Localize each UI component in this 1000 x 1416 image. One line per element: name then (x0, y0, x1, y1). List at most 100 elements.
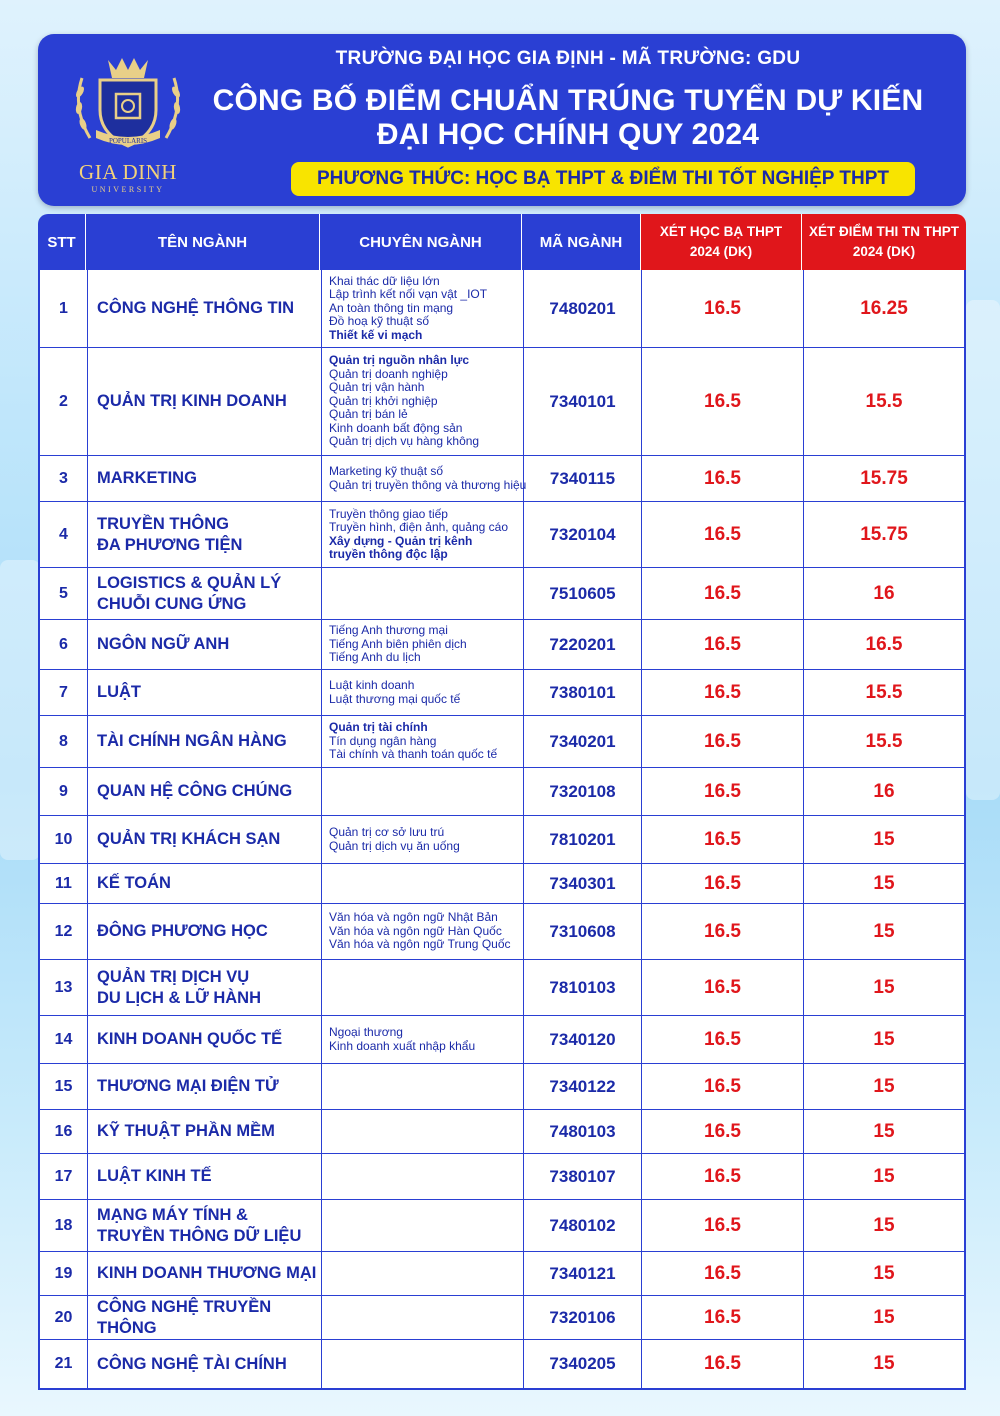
specialization-item: Luật thương mại quốc tế (329, 691, 461, 706)
score-exam: 16 (873, 780, 895, 802)
table-row: 12 ĐÔNG PHƯƠNG HỌC Văn hóa và ngôn ngữ Nhậ… (40, 904, 964, 960)
specializations: Marketing kỹ thuật số Quản trị truyền thô… (322, 456, 526, 501)
score-transcript: 16.5 (642, 270, 804, 347)
score-transcript: 16.5 (642, 568, 804, 619)
specializations (322, 1154, 524, 1199)
major-code: 7810201 (524, 816, 642, 863)
score-exam: 15.75 (860, 467, 908, 489)
specialization-item: Văn hóa và ngôn ngữ Nhật Bản (329, 910, 498, 925)
specialization-item: Ngoại thương (329, 1025, 403, 1039)
major-name-line: MẠNG MÁY TÍNH & (97, 1205, 248, 1224)
major-code: 7340115 (524, 456, 642, 501)
row-number: 18 (40, 1200, 88, 1251)
table-row: 7 LUẬT Luật kinh doanh Luật thương mại quốc… (40, 670, 964, 716)
major-name-line: THƯƠNG MẠI ĐIỆN TỬ (97, 1077, 279, 1095)
major-name-line: MARKETING (97, 469, 197, 487)
specializations: Ngoại thương Kinh doanh xuất nhập khẩu (322, 1016, 524, 1063)
major-name: LUẬT KINH TẾ (88, 1154, 322, 1199)
row-number: 16 (40, 1110, 88, 1153)
major-code: 7320104 (524, 502, 642, 567)
score-exam: 15.75 (860, 523, 908, 545)
major-name-line: LOGISTICS & QUẢN LÝ (97, 573, 282, 592)
major-name: KINH DOANH THƯƠNG MẠI (88, 1252, 322, 1295)
row-number: 1 (40, 270, 88, 347)
score-exam: 15 (873, 872, 895, 894)
header-score-transcript: XÉT HỌC BẠ THPT 2024 (DK) (640, 214, 802, 270)
score-exam: 16.5 (865, 633, 903, 655)
major-code: 7310608 (524, 904, 642, 959)
table-row: 8 TÀI CHÍNH NGÂN HÀNG Quản trị tài chính Tí… (40, 716, 964, 768)
score-exam: 15.5 (865, 681, 903, 703)
specialization-item: Tiếng Anh du lịch (329, 650, 421, 665)
major-code: 7340120 (524, 1016, 642, 1063)
row-number: 12 (40, 904, 88, 959)
title-line-1: CÔNG BỐ ĐIỂM CHUẨN TRÚNG TUYỂN DỰ KIẾN (212, 84, 924, 117)
major-name-line: DU LỊCH & LỮ HÀNH (97, 988, 262, 1007)
specializations (322, 1200, 524, 1251)
specializations (322, 1252, 524, 1295)
score-transcript: 16.5 (642, 960, 804, 1015)
header-name: TÊN NGÀNH (86, 214, 320, 270)
specialization-item: Lập trình kết nối vạn vật _IOT (329, 287, 488, 302)
score-transcript: 16.5 (642, 768, 804, 815)
logo-subtitle: UNIVERSITY (91, 185, 165, 194)
crest-icon: POPULARIS (75, 58, 181, 148)
header-specialization: CHUYÊN NGÀNH (320, 214, 522, 270)
major-name: NGÔN NGỮ ANH (88, 620, 322, 669)
major-name-line: LUẬT KINH TẾ (97, 1167, 212, 1185)
row-number: 7 (40, 670, 88, 715)
major-name: CÔNG NGHỆ TRUYỀN THÔNG (88, 1296, 322, 1339)
specialization-item: Quản trị bán lẻ (329, 407, 408, 422)
score-transcript: 16.5 (642, 1064, 804, 1109)
specializations: Văn hóa và ngôn ngữ Nhật Bản Văn hóa và n… (322, 904, 524, 959)
background-shape (0, 560, 40, 860)
major-name-line: ĐÔNG PHƯƠNG HỌC (97, 922, 268, 940)
specialization-item: Tiếng Anh thương mại (329, 623, 448, 638)
specialization-item: Quản trị khởi nghiệp (329, 393, 438, 408)
score-exam: 15 (873, 1120, 895, 1142)
major-code: 7320108 (524, 768, 642, 815)
table-row: 6 NGÔN NGỮ ANH Tiếng Anh thương mại Tiếng A… (40, 620, 964, 670)
row-number: 20 (40, 1296, 88, 1339)
major-name: LOGISTICS & QUẢN LÝ CHUỖI CUNG ỨNG (88, 568, 322, 619)
table-row: 9 QUAN HỆ CÔNG CHÚNG 7320108 16.5 16 (40, 768, 964, 816)
score-exam: 15 (873, 1028, 895, 1050)
row-number: 21 (40, 1340, 88, 1388)
specialization-item: Văn hóa và ngôn ngữ Hàn Quốc (329, 923, 502, 938)
specialization-item: Tín dụng ngân hàng (329, 733, 437, 748)
specializations (322, 960, 524, 1015)
row-number: 14 (40, 1016, 88, 1063)
header-score-transcript-line2: 2024 (DK) (689, 244, 753, 259)
specialization-item: Quản trị dịch vụ hàng không (329, 434, 480, 449)
specialization-item: Truyền thông giao tiếp (329, 506, 448, 521)
table-row: 11 KẾ TOÁN 7340301 16.5 15 (40, 864, 964, 904)
logo-name: GIA DINH (79, 160, 177, 184)
table-row: 21 CÔNG NGHỆ TÀI CHÍNH 7340205 16.5 15 (40, 1340, 964, 1388)
table-row: 17 LUẬT KINH TẾ 7380107 16.5 15 (40, 1154, 964, 1200)
specialization-item: Kinh doanh bất động sản (329, 420, 463, 435)
score-exam: 15 (873, 828, 895, 850)
major-code: 7510605 (524, 568, 642, 619)
specializations (322, 864, 524, 903)
major-name: KẾ TOÁN (88, 864, 322, 903)
specializations (322, 768, 524, 815)
major-code: 7380101 (524, 670, 642, 715)
score-transcript: 16.5 (642, 1296, 804, 1339)
specialization-item: Thiết kế vi mạch (329, 327, 423, 342)
score-transcript: 16.5 (642, 456, 804, 501)
major-name-line: KỸ THUẬT PHẦN MỀM (97, 1122, 275, 1140)
table-body: 1 CÔNG NGHỆ THÔNG TIN Khai thác dữ liệu lớ… (38, 270, 966, 1390)
table-row: 5 LOGISTICS & QUẢN LÝ CHUỖI CUNG ỨNG 751060… (40, 568, 964, 620)
major-name-line: CHUỖI CUNG ỨNG (97, 594, 247, 613)
major-name-line: KẾ TOÁN (97, 874, 171, 892)
header-banner: POPULARIS GIA DINH UNIVERSITY TRƯỜNG ĐẠI… (38, 34, 966, 206)
specializations: Quản trị tài chính Tín dụng ngân hàng Tài … (322, 716, 524, 767)
specialization-item: Quản trị cơ sở lưu trú (329, 825, 445, 839)
header-score-exam-line2: 2024 (DK) (852, 244, 916, 259)
major-name-line: CÔNG NGHỆ TÀI CHÍNH (97, 1354, 287, 1373)
row-number: 10 (40, 816, 88, 863)
specializations: Quản trị nguồn nhân lực Quản trị doanh ng… (322, 348, 524, 455)
row-number: 17 (40, 1154, 88, 1199)
specialization-item: truyền thông độc lập (329, 547, 448, 561)
major-code: 7810103 (524, 960, 642, 1015)
